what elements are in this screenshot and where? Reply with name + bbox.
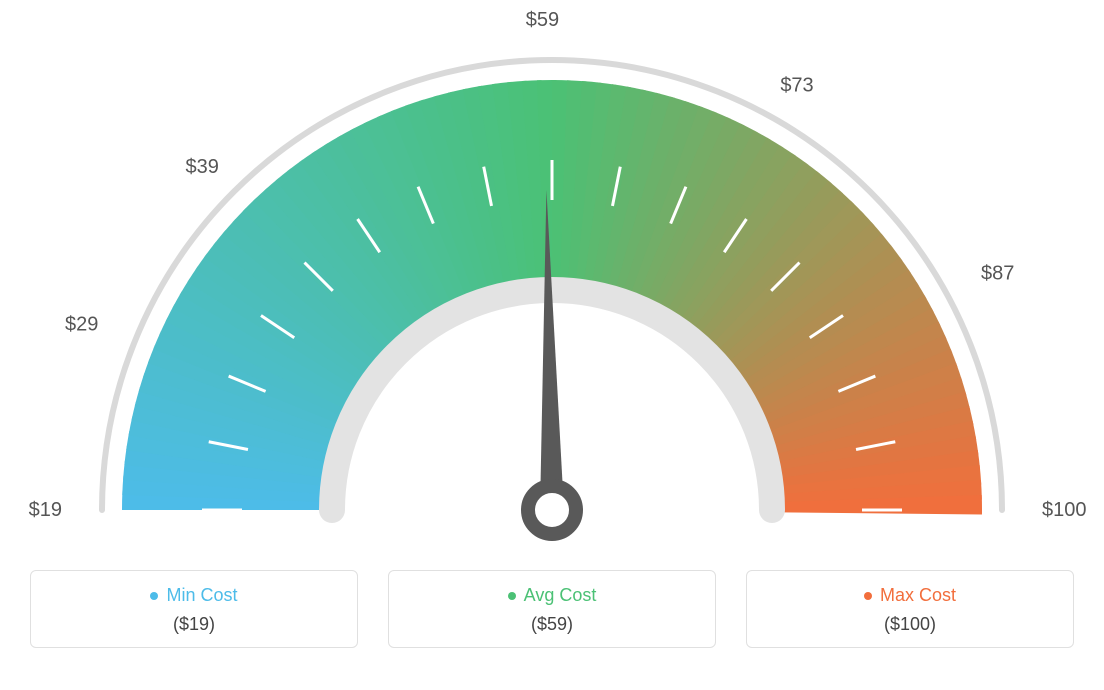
legend-dot-min [150, 592, 158, 600]
legend-label-min: Min Cost [166, 585, 237, 606]
svg-text:$59: $59 [526, 9, 559, 31]
svg-text:$19: $19 [29, 499, 62, 521]
legend-label-max: Max Cost [880, 585, 956, 606]
legend-dot-max [864, 592, 872, 600]
cost-gauge: $19 $29 $39 $59 $73 $87 $100 [0, 0, 1104, 560]
svg-text:$100: $100 [1042, 499, 1087, 521]
legend-value-avg: ($59) [389, 614, 715, 635]
legend-value-min: ($19) [31, 614, 357, 635]
legend-card-max: Max Cost ($100) [746, 570, 1074, 648]
legend-row: Min Cost ($19) Avg Cost ($59) Max Cost (… [0, 570, 1104, 648]
legend-value-max: ($100) [747, 614, 1073, 635]
legend-dot-avg [508, 592, 516, 600]
legend-label-avg: Avg Cost [524, 585, 597, 606]
svg-text:$39: $39 [185, 156, 218, 178]
legend-card-min: Min Cost ($19) [30, 570, 358, 648]
svg-text:$73: $73 [780, 75, 813, 97]
svg-text:$87: $87 [981, 262, 1014, 284]
svg-text:$29: $29 [65, 314, 98, 336]
legend-card-avg: Avg Cost ($59) [388, 570, 716, 648]
